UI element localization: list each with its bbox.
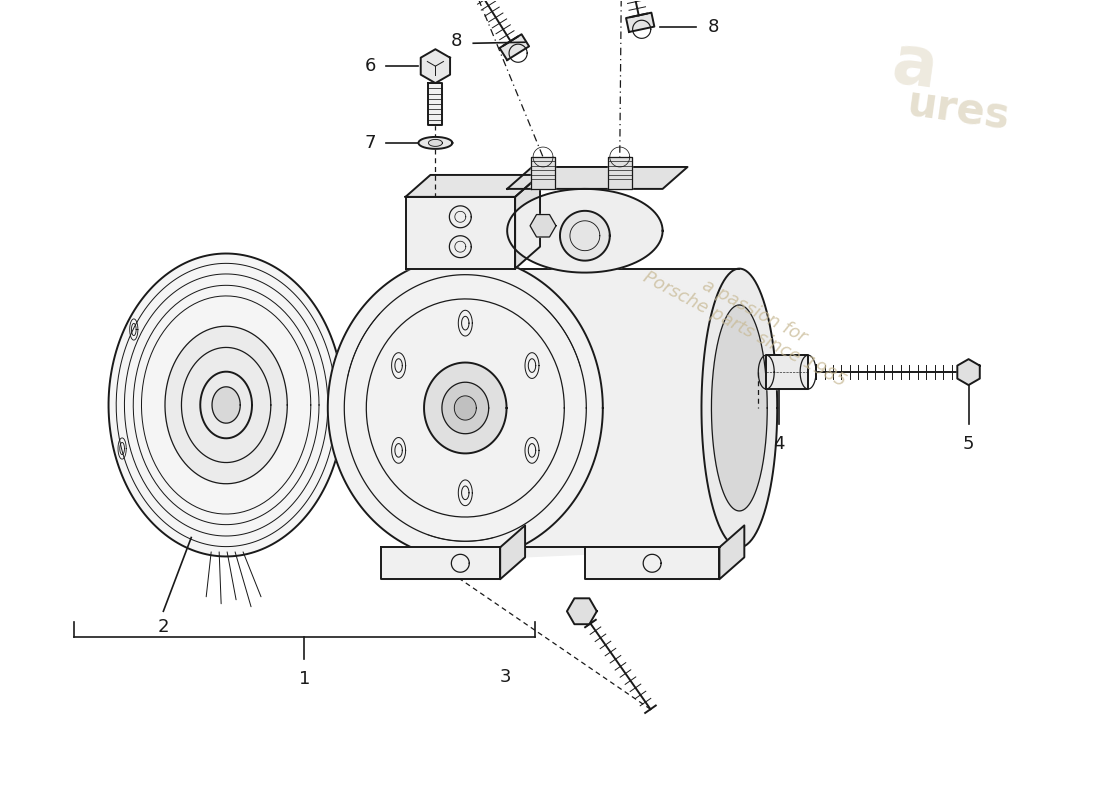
Polygon shape xyxy=(585,547,719,579)
Text: a passion for
Porsche parts since 1985: a passion for Porsche parts since 1985 xyxy=(640,250,859,390)
Polygon shape xyxy=(507,167,688,189)
Polygon shape xyxy=(406,175,540,197)
Text: 3: 3 xyxy=(499,668,510,686)
Polygon shape xyxy=(560,211,609,261)
Polygon shape xyxy=(499,34,529,60)
Text: a: a xyxy=(887,30,940,102)
Polygon shape xyxy=(200,372,252,438)
Polygon shape xyxy=(507,189,662,273)
Polygon shape xyxy=(182,347,271,462)
Polygon shape xyxy=(406,197,515,269)
Polygon shape xyxy=(702,269,778,547)
Text: 8: 8 xyxy=(707,18,719,36)
Polygon shape xyxy=(531,157,556,189)
Polygon shape xyxy=(212,387,240,423)
Polygon shape xyxy=(454,396,476,420)
Polygon shape xyxy=(165,326,287,484)
Polygon shape xyxy=(465,257,739,559)
Text: 8: 8 xyxy=(451,32,462,50)
Polygon shape xyxy=(500,526,525,579)
Polygon shape xyxy=(530,214,556,237)
Polygon shape xyxy=(712,305,767,511)
Polygon shape xyxy=(428,139,442,146)
Polygon shape xyxy=(420,50,450,83)
Polygon shape xyxy=(719,526,745,579)
Text: 7: 7 xyxy=(365,134,376,152)
Polygon shape xyxy=(109,254,343,557)
Text: 1: 1 xyxy=(299,670,310,688)
Text: 5: 5 xyxy=(962,435,975,453)
Polygon shape xyxy=(428,83,442,125)
Polygon shape xyxy=(424,362,507,454)
Text: 2: 2 xyxy=(157,618,169,636)
Polygon shape xyxy=(418,137,452,149)
Text: ures: ures xyxy=(904,83,1013,139)
Text: 4: 4 xyxy=(773,435,785,453)
Polygon shape xyxy=(566,598,597,624)
Polygon shape xyxy=(381,547,500,579)
Text: 6: 6 xyxy=(365,57,376,75)
Polygon shape xyxy=(767,355,808,389)
Polygon shape xyxy=(328,257,603,559)
Polygon shape xyxy=(442,382,488,434)
Polygon shape xyxy=(957,359,980,385)
Polygon shape xyxy=(626,13,654,32)
Polygon shape xyxy=(515,175,540,269)
Polygon shape xyxy=(608,157,631,189)
